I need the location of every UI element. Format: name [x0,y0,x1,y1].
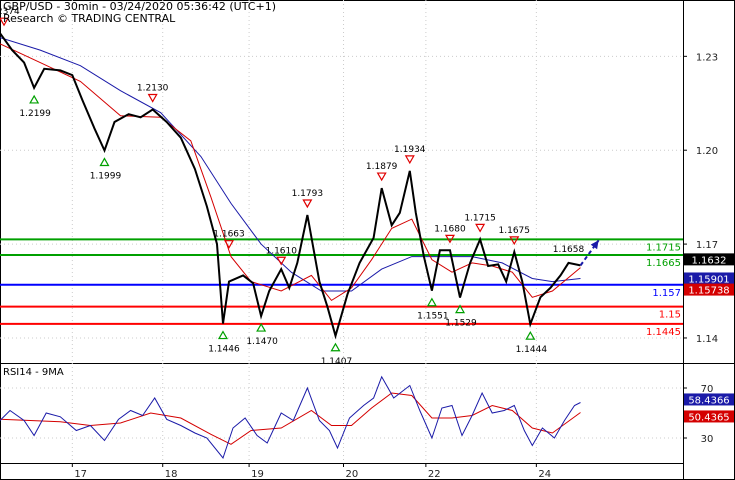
support-marker [525,330,536,340]
pivot-label: 1.1529 [445,319,477,329]
pivot-label: 1.1407 [321,357,353,367]
resistance-marker [475,223,486,233]
support-marker [99,157,110,167]
x-tick-label: 24 [538,469,551,480]
forecast-arrow-head [590,240,599,250]
support-marker [256,322,267,332]
pivot-label: 1.2130 [137,84,169,94]
rsi-panel-label: RSI14 - 9MA [3,367,64,378]
resistance-marker [444,234,456,244]
price-box-label: 1.15901 [688,274,729,285]
x-tick-label: 18 [165,469,178,480]
price-line [0,32,581,340]
resistance-marker [404,155,415,165]
y-tick-label: 1.17 [696,240,718,251]
pivot-label: 1.1470 [246,337,278,347]
chart-credit: Research © TRADING CENTRAL [3,12,176,25]
x-tick-label: 22 [428,469,441,480]
pivot-label: 1.1663 [213,230,245,240]
x-tick-label: 19 [251,469,264,480]
pivot-label: 1.1715 [464,213,496,223]
rsi-tick-label: 30 [701,434,714,445]
price-box [684,283,734,296]
price-box-label: 1.15738 [688,286,729,297]
rsi-value-box [684,393,734,406]
pivot-label: 1.1675 [499,226,531,236]
support-marker [217,330,229,340]
resistance-marker [509,236,520,246]
pivot-label: 1.2374 [0,7,20,17]
rsi-value-label: 50.4365 [688,412,729,423]
pivot-label: 1.1999 [90,172,122,182]
price-box-label: 1.1632 [692,255,727,266]
x-tick-label: 17 [74,469,87,480]
pivot-label: 1.1793 [292,189,324,199]
resistance-marker [147,93,158,103]
y-tick-label: 1.20 [696,146,718,157]
y-tick-label: 1.14 [696,334,718,345]
pivot-label: 1.1444 [516,345,548,355]
pivot-label: 1.1879 [366,162,398,172]
resistance-marker [0,17,10,27]
y-tick-label: 1.23 [696,52,718,63]
pivot-label: 1.2199 [19,109,51,119]
level-label: 1.157 [652,288,681,299]
support-marker [330,342,341,352]
resistance-marker [376,172,387,182]
level-label: 1.1445 [646,327,681,338]
resistance-marker [302,199,313,209]
rsi-tick-label: 70 [701,384,714,395]
chart-title: GBP/USD - 30min - 03/24/2020 05:36:42 (U… [3,0,276,13]
level-label: 1.1665 [646,258,681,269]
support-marker [454,304,466,314]
price-box [684,272,734,285]
level-label: 1.1715 [646,242,681,253]
resistance-marker [276,256,287,266]
pivot-label: 1.1610 [265,246,297,256]
rsi-line [0,375,581,460]
rsi-ma-line [0,392,581,445]
gridlines [0,0,683,463]
pivot-label: 1.1446 [208,345,240,355]
level-label: 1.15 [659,310,681,321]
pivot-label: 1.1551 [417,312,449,322]
pivot-label: 1.1934 [394,145,426,155]
ma-fast-line [0,43,581,302]
pivot-label: 1.1658 [553,245,585,255]
support-marker [29,94,40,104]
forecast-arrow-line [579,239,600,266]
resistance-marker [223,240,235,249]
pivot-label: 1.1680 [434,224,466,234]
support-marker [426,297,437,307]
x-tick-label: 20 [346,469,359,480]
rsi-value-label: 58.4366 [688,395,729,406]
rsi-value-box [684,410,734,423]
price-box [684,253,734,266]
